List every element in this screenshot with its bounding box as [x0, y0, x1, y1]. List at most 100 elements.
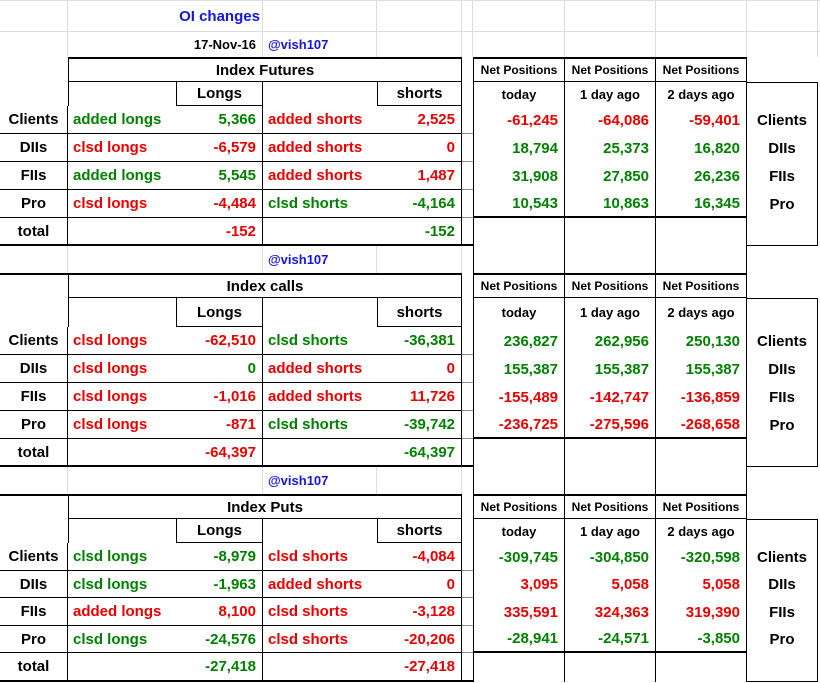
net-value-cell: 16,820: [656, 134, 747, 162]
cell-empty: [462, 626, 473, 653]
net-value-cell: 262,956: [565, 327, 656, 355]
short-value-cell: 1,487: [377, 162, 462, 190]
cell-empty: [0, 32, 68, 57]
cell-empty: [462, 411, 473, 439]
long-value-cell: 0: [177, 355, 263, 383]
long-value-cell: -871: [177, 411, 263, 439]
cell-empty: [656, 218, 747, 246]
date-row: 17-Nov-16 @vish107: [0, 32, 820, 57]
total-label: total: [0, 218, 68, 246]
cell-empty: [462, 355, 473, 383]
short-action-cell: clsd shorts: [263, 327, 377, 355]
net-subheader: 1 day ago: [565, 298, 656, 327]
row-label: FIIs: [0, 162, 68, 190]
net-value-cell: 5,058: [656, 571, 747, 598]
right-row-label: Clients: [747, 106, 818, 134]
cell-empty: [473, 246, 565, 273]
net-value-cell: -3,850: [656, 626, 747, 653]
handle-label: @vish107: [263, 246, 377, 273]
data-row: DIIs clsd longs -1,963 added shorts 0 3,095 5,…: [0, 571, 820, 598]
long-action-cell: clsd longs: [68, 327, 177, 355]
section-header-row: Longs shorts today 1 day ago 2 days ago: [0, 519, 820, 543]
shorts-header: shorts: [377, 82, 462, 106]
cell-empty: [462, 519, 473, 543]
long-action-cell: clsd longs: [68, 411, 177, 439]
cell-empty: [747, 298, 818, 327]
handle-label: @vish107: [263, 32, 377, 57]
long-value-cell: -8,979: [177, 543, 263, 571]
short-action-cell: added shorts: [263, 355, 377, 383]
cell-empty: [462, 439, 473, 467]
short-value-cell: -4,084: [377, 543, 462, 571]
right-row-label: Pro: [747, 190, 818, 218]
cell-empty: [263, 1, 377, 31]
cell-empty: [462, 383, 473, 411]
net-value-cell: 236,827: [473, 327, 565, 355]
long-action-cell: clsd longs: [68, 383, 177, 411]
cell-empty: [747, 1, 818, 31]
total-long-value: -64,397: [68, 439, 263, 467]
cell-empty: [462, 1, 473, 31]
net-value-cell: 5,058: [565, 571, 656, 598]
cell-empty: [462, 190, 473, 218]
short-action-cell: added shorts: [263, 134, 377, 162]
net-value-cell: 16,345: [656, 190, 747, 218]
cell-empty: [473, 32, 565, 57]
cell-empty: [462, 82, 473, 106]
long-value-cell: -62,510: [177, 327, 263, 355]
cell-empty: [656, 32, 747, 57]
row-label: DIIs: [0, 134, 68, 162]
right-row-label: Pro: [747, 626, 818, 653]
net-value-cell: -59,401: [656, 106, 747, 134]
cell-empty: [656, 653, 747, 682]
total-short-value: -152: [263, 218, 462, 246]
right-row-label: Clients: [747, 327, 818, 355]
short-value-cell: 2,525: [377, 106, 462, 134]
cell-empty: [747, 467, 818, 494]
cell-empty: [68, 32, 177, 57]
short-value-cell: 0: [377, 355, 462, 383]
long-action-cell: added longs: [68, 598, 177, 626]
cell-empty: [747, 273, 818, 298]
right-row-label: FIIs: [747, 162, 818, 190]
cell-empty: [565, 32, 656, 57]
total-label: total: [0, 653, 68, 682]
cell-empty: [462, 32, 473, 57]
cell-empty: [462, 467, 473, 494]
cell-empty: [0, 467, 68, 494]
net-positions-header: Net Positions: [565, 273, 656, 298]
cell-empty: [462, 218, 473, 246]
short-value-cell: 11,726: [377, 383, 462, 411]
cell-empty: [377, 467, 462, 494]
net-value-cell: -309,745: [473, 543, 565, 571]
net-value-cell: -28,941: [473, 626, 565, 653]
cell-empty: [377, 1, 462, 31]
short-value-cell: -3,128: [377, 598, 462, 626]
short-action-cell: clsd shorts: [263, 626, 377, 653]
cell-empty: [565, 653, 656, 682]
net-positions-header: Net Positions: [473, 273, 565, 298]
cell-empty: [0, 519, 68, 543]
total-row: total -27,418 -27,418: [0, 653, 820, 682]
long-value-cell: -1,016: [177, 383, 263, 411]
data-row: Clients clsd longs -8,979 clsd shorts -4,084…: [0, 543, 820, 571]
data-row: FIIs added longs 5,545 added shorts 1,487 31,…: [0, 162, 820, 190]
data-row: Clients clsd longs -62,510 clsd shorts -36,3…: [0, 327, 820, 355]
cell-empty: [565, 439, 656, 467]
data-row: FIIs added longs 8,100 clsd shorts -3,128 335…: [0, 598, 820, 626]
longs-header: Longs: [177, 82, 263, 106]
cell-empty: [473, 653, 565, 682]
row-label: FIIs: [0, 383, 68, 411]
short-action-cell: added shorts: [263, 383, 377, 411]
cell-empty: [0, 273, 68, 298]
long-value-cell: -1,963: [177, 571, 263, 598]
long-value-cell: -6,579: [177, 134, 263, 162]
net-value-cell: 18,794: [473, 134, 565, 162]
row-label: Pro: [0, 626, 68, 653]
cell-empty: [656, 1, 747, 31]
net-value-cell: -155,489: [473, 383, 565, 411]
cell-empty: [462, 298, 473, 327]
title-row: OI changes: [0, 1, 820, 32]
handle-row: @vish107: [0, 467, 820, 494]
section-title: Index Puts: [68, 494, 462, 519]
